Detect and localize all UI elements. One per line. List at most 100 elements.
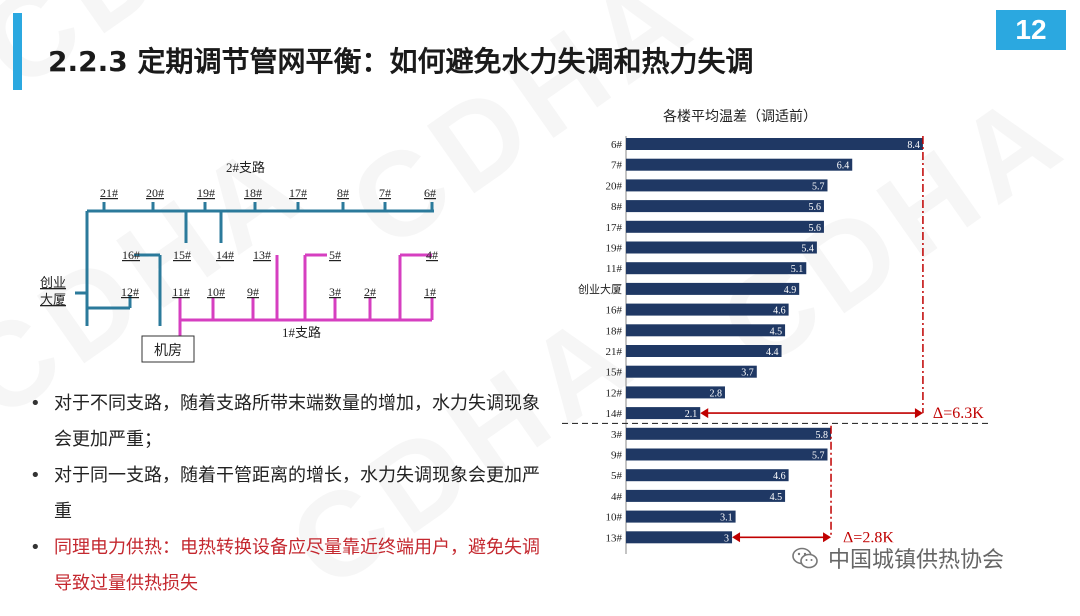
node-label: 21#: [100, 186, 118, 200]
node-label: 2#: [364, 285, 376, 299]
node-label: 1#: [424, 285, 436, 299]
data-label: 4.5: [770, 326, 783, 337]
building-label: 创业大厦: [40, 275, 66, 307]
category-label: 8#: [611, 201, 623, 213]
bar: [626, 241, 817, 254]
node-label: 5#: [329, 248, 341, 262]
bar: [626, 200, 824, 213]
category-label: 19#: [606, 243, 623, 255]
node-label: 3#: [329, 285, 341, 299]
page-title: 2.2.3 定期调节管网平衡：如何避免水力失调和热力失调: [48, 45, 754, 78]
bar: [626, 262, 807, 275]
node-label: 12#: [121, 285, 139, 299]
bar: [626, 365, 757, 378]
arrow-head: [700, 408, 709, 419]
bullet-list: 对于不同支路，随着支路所带末端数量的增加，水力失调现象会更加严重； 对于同一支路…: [30, 386, 550, 602]
category-label: 7#: [611, 160, 623, 172]
footer-brand: 中国城镇供热协会: [790, 542, 1005, 574]
data-label: 4.5: [770, 492, 783, 503]
bar: [626, 448, 828, 461]
bar: [626, 407, 701, 420]
node-label: 19#: [197, 186, 215, 200]
node-label: 6#: [424, 186, 436, 200]
data-label: 5.7: [812, 181, 825, 192]
bullet-item-highlight: 同理电力供热：电热转换设备应尽量靠近终端用户，避免失调导致过量供热损失: [30, 530, 550, 602]
node-label: 10#: [207, 285, 225, 299]
category-label: 创业大厦: [578, 282, 622, 296]
data-label: 5.1: [791, 264, 804, 275]
node-label: 13#: [253, 248, 271, 262]
category-label: 11#: [606, 263, 623, 275]
data-label: 6.4: [837, 161, 850, 172]
bar: [626, 179, 828, 192]
node-label: 16#: [122, 248, 140, 262]
branch1-label: 1#支路: [282, 325, 321, 340]
bar: [626, 220, 824, 233]
arrow-head: [823, 532, 832, 543]
category-label: 4#: [611, 491, 623, 503]
bar: [626, 282, 800, 295]
branch1-node-labels: 13# 5# 4# 11# 10# 9# 3# 2# 1#: [172, 248, 438, 299]
node-label: 8#: [337, 186, 349, 200]
data-label: 2.8: [709, 388, 722, 399]
data-label: 8.4: [907, 140, 920, 151]
bar: [626, 324, 786, 337]
node-label: 4#: [426, 248, 438, 262]
arrow-head: [914, 408, 923, 419]
title-accent-bar: [13, 13, 22, 90]
bar: [626, 345, 782, 357]
branch2-label: 2#支路: [226, 160, 265, 175]
data-label: 4.6: [773, 306, 786, 317]
data-label: 5.6: [808, 223, 821, 234]
data-label: 4.4: [766, 347, 779, 358]
data-label: 4.6: [773, 471, 786, 482]
plant-room-box: [141, 335, 195, 363]
category-label: 14#: [606, 408, 623, 420]
data-label: 4.9: [784, 285, 797, 296]
node-label: 17#: [289, 186, 307, 200]
bar: [626, 138, 923, 150]
bar: [626, 531, 733, 544]
footer-text: 中国城镇供热协会: [828, 548, 1005, 573]
node-label: 11#: [172, 285, 190, 299]
category-label: 6#: [611, 139, 623, 151]
branch2-mid-node-labels: 16# 15# 14# 12#: [121, 248, 234, 299]
node-label: 9#: [247, 285, 259, 299]
chart-title: 各楼平均温差（调适前）: [663, 108, 817, 125]
data-label: 5.6: [808, 202, 821, 213]
bar: [626, 303, 789, 316]
pipe-network-diagram: 2#支路 1#支路 21# 20# 19# 18# 17# 8# 7# 6# 1…: [40, 160, 438, 363]
data-label: 3: [724, 533, 729, 544]
category-label: 17#: [606, 222, 623, 234]
bar: [626, 489, 786, 502]
data-label: 5.4: [801, 244, 814, 255]
node-label: 14#: [216, 248, 234, 262]
data-label: 3.1: [720, 513, 733, 524]
bar: [626, 510, 736, 523]
category-label: 13#: [606, 532, 623, 544]
branch2-top-node-labels: 21# 20# 19# 18# 17# 8# 7# 6#: [100, 186, 436, 200]
wechat-icon: [792, 547, 818, 569]
bullet-item: 对于同一支路，随着干管距离的增长，水力失调现象会更加严重: [30, 458, 550, 530]
node-label: 15#: [173, 248, 191, 262]
category-label: 5#: [611, 470, 623, 482]
branch2-pipes: [75, 202, 434, 326]
category-label: 16#: [606, 305, 623, 317]
node-label: 20#: [146, 186, 164, 200]
branch1-pipes: [178, 253, 434, 336]
category-label: 10#: [606, 512, 623, 524]
arrow-head: [732, 532, 741, 543]
data-label: 5.8: [816, 430, 829, 441]
bar: [626, 158, 853, 171]
category-label: 9#: [611, 450, 623, 462]
bar: [626, 386, 725, 399]
temperature-difference-bar-chart: 各楼平均温差（调适前） 6# 8.4 7# 6.4 20# 5.7 8# 5.6 17# 5.6 19…: [562, 108, 992, 554]
plant-room-label: 机房: [154, 343, 182, 359]
data-label: 2.1: [685, 409, 698, 420]
annotation-label: Δ=6.3K: [933, 405, 984, 422]
node-label: 18#: [244, 186, 262, 200]
data-label: 3.7: [741, 368, 754, 379]
bullet-item: 对于不同支路，随着支路所带末端数量的增加，水力失调现象会更加严重；: [30, 386, 550, 458]
bar: [626, 469, 789, 482]
category-label: 15#: [606, 367, 623, 379]
